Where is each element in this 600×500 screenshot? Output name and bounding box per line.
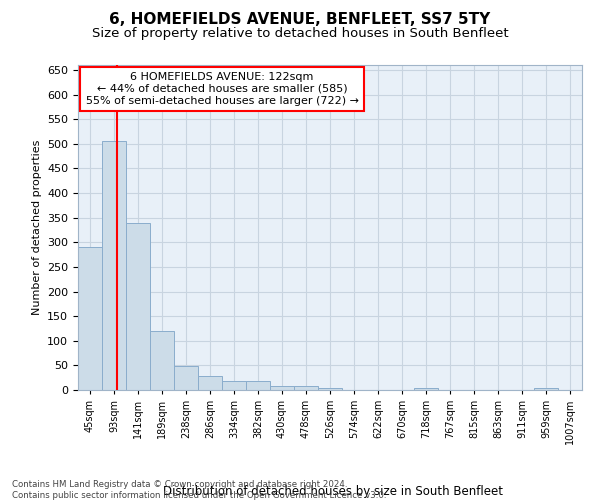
Bar <box>246 381 270 390</box>
Bar <box>414 388 438 390</box>
Bar <box>222 381 246 390</box>
Text: Size of property relative to detached houses in South Benfleet: Size of property relative to detached ho… <box>92 28 508 40</box>
Bar <box>126 222 150 390</box>
Text: 6, HOMEFIELDS AVENUE, BENFLEET, SS7 5TY: 6, HOMEFIELDS AVENUE, BENFLEET, SS7 5TY <box>109 12 491 28</box>
Bar <box>78 247 102 390</box>
Text: 6 HOMEFIELDS AVENUE: 122sqm
← 44% of detached houses are smaller (585)
55% of se: 6 HOMEFIELDS AVENUE: 122sqm ← 44% of det… <box>86 72 359 106</box>
Bar <box>174 366 198 390</box>
Bar <box>294 386 318 390</box>
Bar <box>198 376 222 390</box>
Bar <box>534 388 558 390</box>
Bar <box>270 386 294 390</box>
Text: Distribution of detached houses by size in South Benfleet: Distribution of detached houses by size … <box>163 484 503 498</box>
Bar <box>102 142 126 390</box>
Bar <box>150 331 174 390</box>
Text: Contains HM Land Registry data © Crown copyright and database right 2024.
Contai: Contains HM Land Registry data © Crown c… <box>12 480 386 500</box>
Bar <box>318 388 342 390</box>
Y-axis label: Number of detached properties: Number of detached properties <box>32 140 41 315</box>
